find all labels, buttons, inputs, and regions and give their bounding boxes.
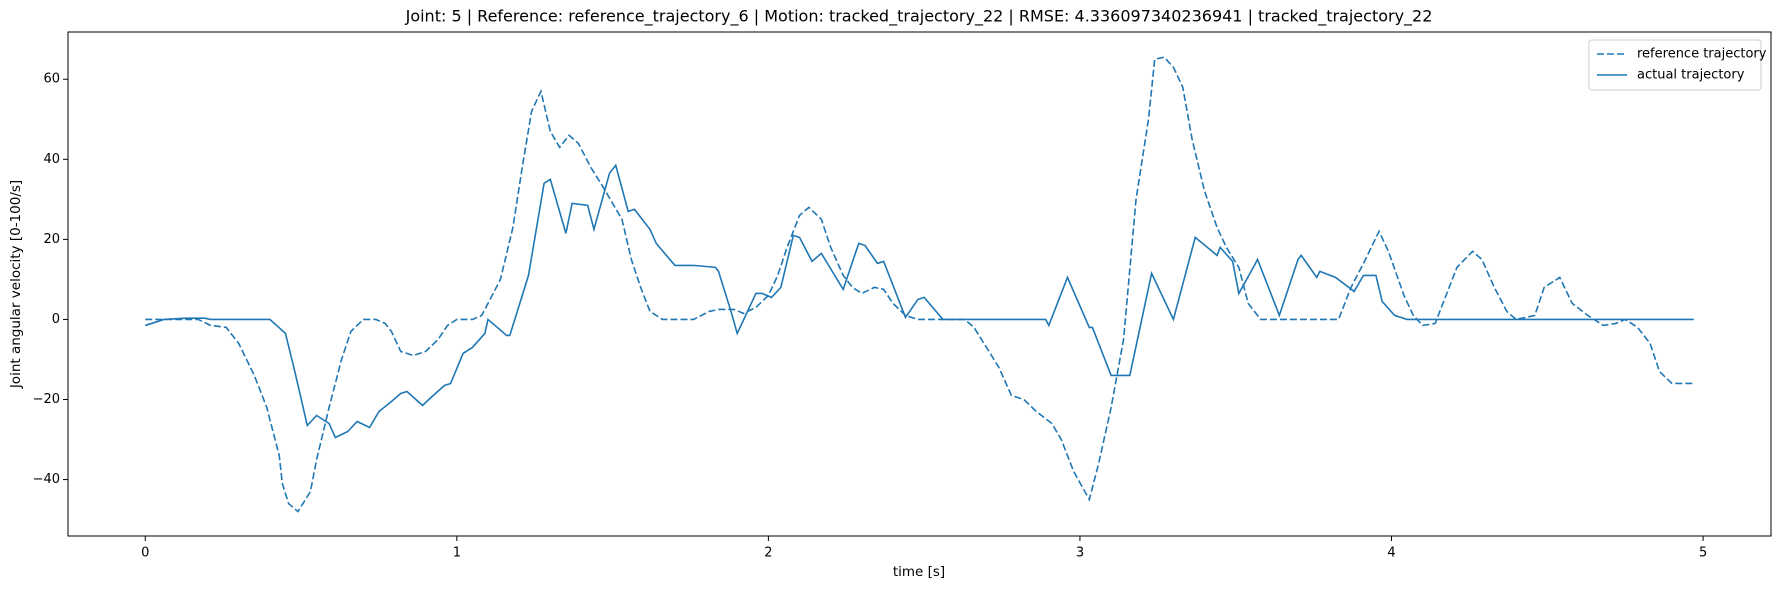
- y-tick-label: −20: [33, 392, 60, 407]
- y-tick-label: 40: [43, 152, 60, 167]
- x-tick-label: 2: [764, 546, 772, 561]
- y-tick-label: 60: [43, 72, 60, 87]
- y-axis-label: Joint angular velocity [0-100/s]: [8, 180, 24, 389]
- y-tick-label: 0: [52, 312, 60, 327]
- data-line: [145, 163, 1694, 439]
- data-line: [145, 56, 1694, 513]
- legend-box: [1588, 39, 1762, 91]
- y-tick-label: 20: [43, 232, 60, 247]
- legend-label: actual trajectory: [1637, 68, 1745, 83]
- x-tick-label: 5: [1699, 546, 1707, 561]
- x-tick-label: 0: [141, 546, 149, 561]
- chart-title: Joint: 5 | Reference: reference_trajecto…: [405, 7, 1433, 27]
- legend-label: reference trajectory: [1637, 47, 1767, 62]
- y-tick-label: −40: [33, 472, 60, 487]
- x-axis-label: time [s]: [893, 564, 945, 580]
- plot-frame: [67, 31, 1772, 537]
- x-tick-label: 3: [1076, 546, 1084, 561]
- x-tick-label: 4: [1387, 546, 1395, 561]
- x-tick-label: 1: [453, 546, 461, 561]
